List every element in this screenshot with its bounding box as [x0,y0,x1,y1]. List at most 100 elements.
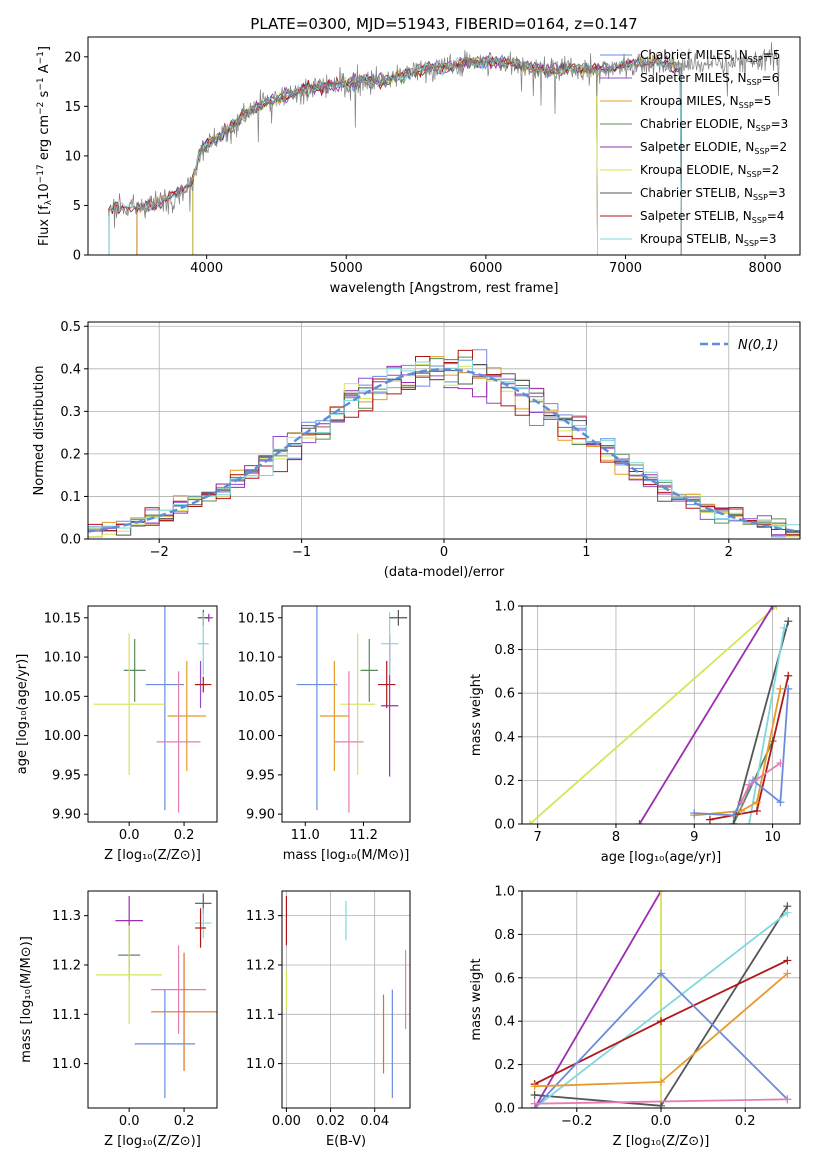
legend-entry: Salpeter MILES, NSSP=6 [640,71,779,87]
y-tick-label: 9.90 [246,808,275,823]
x-axis-label: age [log₁₀(age/yr)] [601,850,722,865]
x-tick-label: 9 [690,830,698,845]
x-tick-label: 0.2 [174,828,195,843]
weight-marker [530,1099,539,1108]
y-tick-label: 0.6 [494,687,515,702]
legend-entry: Chabrier STELIB, NSSP=3 [640,186,786,202]
y-axis-label: age [log₁₀(age/yr)] [15,654,30,775]
y-tick-label: 11.1 [246,1008,275,1023]
weight-line [533,891,662,1108]
weight-marker [784,684,793,693]
x-axis-label: Z [log₁₀(Z/Z⊙)] [104,1134,201,1149]
model-line [136,54,682,255]
y-tick-label: 0.0 [60,533,81,548]
x-tick-label: 0 [440,545,448,560]
y-tick-label: 0.5 [60,320,81,335]
model-line [192,56,599,255]
weight-marker [752,806,761,815]
y-tick-label: 0.4 [494,730,515,745]
axes-frame [521,605,801,825]
weight-line [534,911,788,1108]
x-tick-label: 10 [764,830,781,845]
legend-entry: Chabrier MILES, NSSP=5 [640,48,780,64]
weight-marker [745,820,754,824]
weight-marker [745,780,754,789]
x-tick-label: 4000 [190,261,223,276]
axes-frame [87,605,218,823]
weight-marker [784,671,793,680]
y-tick-label: 10.10 [238,651,275,666]
y-axis-label: Flux [fλ10−17 erg cm−2 s−1 A−1] [36,46,54,246]
legend-entry: Kroupa ELODIE, NSSP=2 [640,163,779,179]
legend-entry: Salpeter ELODIE, NSSP=2 [640,140,787,156]
legend-entry: Kroupa MILES, NSSP=5 [640,94,771,110]
x-tick-label: 0.0 [651,1114,672,1129]
x-tick-label: 5000 [330,261,363,276]
x-tick-label: 0.2 [735,1114,756,1129]
weight-lines [525,606,793,824]
weight-marker [705,815,714,824]
weight-line [694,688,782,817]
y-tick-label: 0.4 [494,1015,515,1030]
weight-marker [729,811,738,820]
weight-marker [729,820,738,824]
y-tick-label: 10.15 [238,611,275,626]
model-line [136,54,682,255]
legend-entry: Chabrier ELODIE, NSSP=3 [640,117,788,133]
x-axis-label: E(B-V) [326,1134,366,1149]
x-tick-label: 0.0 [119,828,140,843]
y-tick-label: 0.4 [60,362,81,377]
weight-marker [776,758,785,767]
y-tick-label: 20 [64,50,81,65]
y-axis-label: Normed distribution [32,366,47,496]
y-tick-label: 0.2 [60,447,81,462]
weight-marker [657,1077,665,1086]
y-tick-label: 0 [73,249,81,264]
y-tick-label: 0.8 [494,643,515,658]
y-tick-label: 5 [73,199,81,214]
y-tick-label: 1.0 [494,885,515,900]
weight-lines [530,891,792,1108]
x-tick-label: 0.04 [360,1114,389,1129]
error-bars [93,606,213,813]
weight-marker [780,623,789,632]
spectrum-lines [108,42,780,255]
y-axis-label: mass weight [469,674,484,756]
y-tick-label: 10.05 [238,690,275,705]
error-bars [296,606,408,813]
figure-title: PLATE=0300, MJD=51943, FIBERID=0164, z=0… [250,15,637,33]
y-tick-label: 11.2 [52,958,81,973]
weight-marker [657,891,665,895]
y-tick-label: 11.1 [52,1008,81,1023]
y-tick-label: 10.00 [44,729,81,744]
weight-line [529,606,778,824]
weight-marker [783,956,792,965]
legend-entry: Salpeter STELIB, NSSP=4 [640,209,784,225]
legend-entry: Kroupa STELIB, NSSP=3 [640,232,777,248]
y-tick-label: 9.95 [246,768,275,783]
weight-marker [737,806,746,815]
weight-marker [772,606,781,610]
weight-marker [657,1101,665,1108]
weight-marker [635,820,644,824]
y-tick-label: 0.0 [494,1102,515,1117]
weight-marker [657,1017,665,1026]
y-tick-label: 0.1 [60,490,81,505]
weight-marker [776,684,785,693]
y-tick-label: 9.95 [52,768,81,783]
x-axis-label: (data-model)/error [384,565,505,580]
y-tick-label: 11.3 [246,909,275,924]
y-tick-label: 0.0 [494,818,515,833]
x-axis-label: Z [log₁₀(Z/Z⊙)] [104,848,201,863]
axes-frame [87,36,801,256]
y-tick-label: 0.6 [494,971,515,986]
weight-marker [525,820,534,824]
x-tick-label: 0.00 [272,1114,301,1129]
weight-marker [783,908,792,917]
y-tick-label: 0.8 [494,928,515,943]
y-tick-label: 0.3 [60,405,81,420]
weight-marker [690,809,699,818]
y-tick-label: 11.2 [246,958,275,973]
weight-marker [657,969,665,978]
weight-marker [530,1082,539,1091]
